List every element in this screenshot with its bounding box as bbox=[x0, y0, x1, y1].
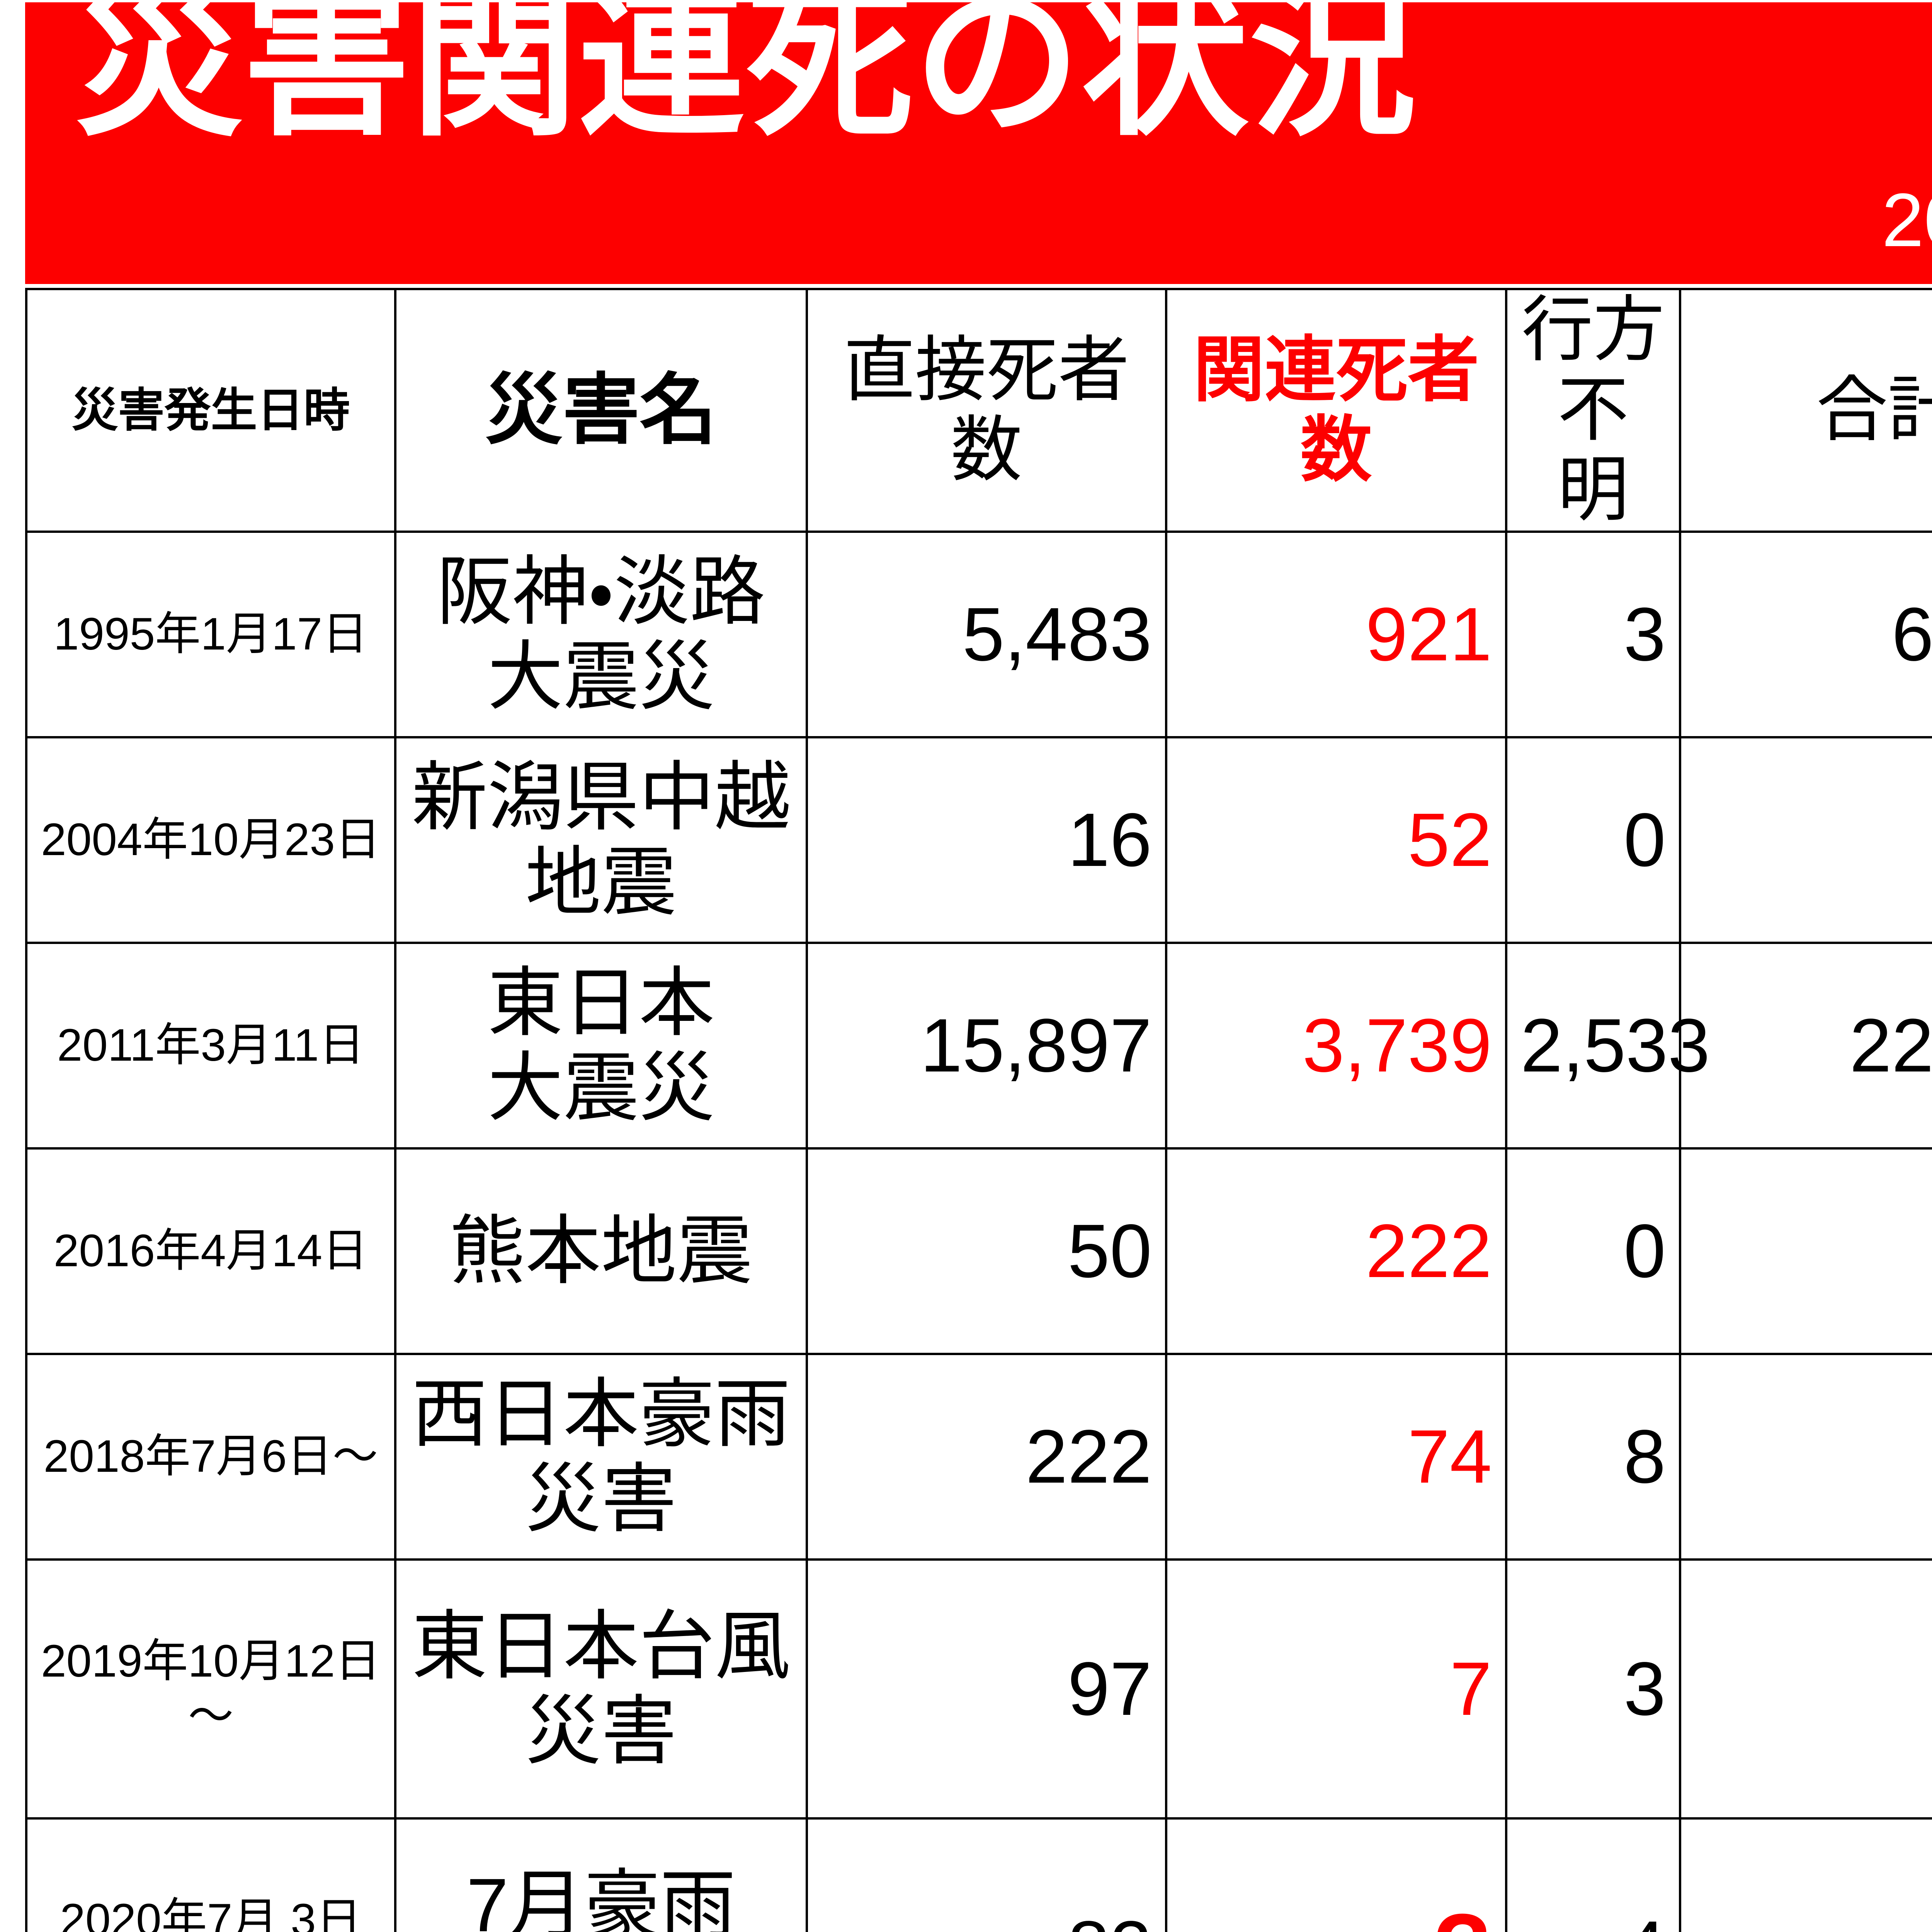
table-row: 1995年1月17日 阪神・淡路 大震災 5,483 921 3 6,407 1… bbox=[25, 530, 1932, 738]
cell-related-deaths: 52 bbox=[1165, 736, 1507, 944]
column-header-direct-deaths-line1: 直接死者 bbox=[844, 330, 1129, 410]
cell-date-line2: ～ bbox=[188, 1690, 234, 1742]
cell-direct-deaths: 16 bbox=[806, 736, 1167, 944]
table-row: 2011年3月11日 東日本 大震災 15,897 3,739 2,533 22… bbox=[25, 941, 1932, 1150]
table-row: 2004年10月23日 新潟県中越 地震 16 52 0 68 76.5% bbox=[25, 736, 1932, 944]
cell-disaster-name-line2: 災害 bbox=[525, 1689, 677, 1774]
page-title: 災害関連死の状況 bbox=[75, 0, 1417, 155]
cell-related-deaths: 222 bbox=[1165, 1147, 1507, 1355]
cell-missing: 2,533 bbox=[1505, 941, 1710, 1150]
disaster-table-wrapper: 災害発生日時 災害名 直接死者 数 関連死者 数 行方不 bbox=[25, 288, 1932, 1932]
as-of-date-label: 2020年8月8日現在 bbox=[1881, 178, 1932, 262]
cell-disaster-name-line2: 大震災 bbox=[487, 1045, 715, 1130]
cell-disaster-name-line1: 熊本地震 bbox=[449, 1208, 753, 1293]
cell-date: 2018年7月6日～ bbox=[25, 1352, 396, 1561]
cell-disaster-name: 熊本地震 bbox=[394, 1147, 808, 1355]
column-header-related-deaths: 関連死者 数 bbox=[1165, 288, 1507, 533]
column-header-direct-deaths-line2: 数 bbox=[951, 410, 1022, 490]
cell-disaster-name-line1: 東日本台風 bbox=[412, 1604, 791, 1689]
cell-direct-deaths: 5,483 bbox=[806, 530, 1167, 738]
cell-date-line1: 2018年7月6日～ bbox=[43, 1430, 378, 1482]
cell-date: 2019年10月12日 ～ bbox=[25, 1558, 396, 1820]
cell-disaster-name-line2: 災害 bbox=[525, 1456, 677, 1541]
column-header-total-text: 合計 bbox=[1816, 370, 1932, 450]
cell-total: 272 bbox=[1679, 1147, 1932, 1355]
cell-date: 2004年10月23日 bbox=[25, 736, 396, 944]
cell-disaster-name: 7月豪雨 災害 bbox=[394, 1817, 808, 1932]
column-header-total: 合計 bbox=[1679, 288, 1932, 533]
column-header-date: 災害発生日時 bbox=[25, 288, 396, 533]
cell-related-deaths: 921 bbox=[1165, 530, 1507, 738]
cell-total: 22,169 bbox=[1679, 941, 1932, 1150]
cell-direct-deaths: 222 bbox=[806, 1352, 1167, 1561]
table-body: 1995年1月17日 阪神・淡路 大震災 5,483 921 3 6,407 1… bbox=[25, 530, 1932, 1932]
column-header-disaster-name: 災害名 bbox=[394, 288, 808, 533]
cell-date-line1: 1995年1月17日 bbox=[53, 608, 368, 660]
table-header-row: 災害発生日時 災害名 直接死者 数 関連死者 数 行方不 bbox=[25, 288, 1932, 533]
table-row: 2020年7月 3日～ 7月豪雨 災害 82 ? 4 86 ? bbox=[25, 1817, 1932, 1932]
column-header-related-deaths-line2: 数 bbox=[1300, 410, 1372, 490]
cell-disaster-name-line1: 東日本 bbox=[487, 961, 715, 1046]
table-row: 2016年4月14日 熊本地震 50 222 0 272 81.6% bbox=[25, 1147, 1932, 1355]
cell-disaster-name-line1: 西日本豪雨 bbox=[412, 1372, 791, 1457]
table-row: 2018年7月6日～ 西日本豪雨 災害 222 74 8 304 24.3% bbox=[25, 1352, 1932, 1561]
column-header-disaster-name-text: 災害名 bbox=[485, 367, 717, 453]
cell-related-deaths: 3,739 bbox=[1165, 941, 1507, 1150]
header-banner: 災害関連死の状況 出典：消防庁他 2020年8月8日現在 bbox=[25, 0, 1932, 284]
cell-related-deaths: ? bbox=[1165, 1817, 1507, 1932]
cell-direct-deaths: 15,897 bbox=[806, 941, 1167, 1150]
cell-disaster-name: 西日本豪雨 災害 bbox=[394, 1352, 808, 1561]
cell-date: 2020年7月 3日～ bbox=[25, 1817, 396, 1932]
column-header-direct-deaths: 直接死者 数 bbox=[806, 288, 1167, 533]
cell-date-line1: 2019年10月12日 bbox=[41, 1635, 381, 1687]
cell-related-deaths: 7 bbox=[1165, 1558, 1507, 1820]
cell-direct-deaths: 82 bbox=[806, 1817, 1167, 1932]
cell-missing: 3 bbox=[1505, 1558, 1681, 1820]
cell-disaster-name: 東日本 大震災 bbox=[394, 941, 808, 1150]
table-row: 2019年10月12日 ～ 東日本台風 災害 97 7 3 107 6.7% bbox=[25, 1558, 1932, 1820]
cell-date-line1: 2016年4月14日 bbox=[53, 1225, 368, 1276]
column-header-missing-line1: 行方不 bbox=[1522, 290, 1665, 450]
cell-disaster-name-line1: 新潟県中越 bbox=[412, 755, 791, 840]
cell-direct-deaths: 50 bbox=[806, 1147, 1167, 1355]
cell-total: 304 bbox=[1679, 1352, 1932, 1561]
cell-missing: 0 bbox=[1505, 736, 1681, 944]
disaster-table: 災害発生日時 災害名 直接死者 数 関連死者 数 行方不 bbox=[25, 288, 1932, 1932]
column-header-missing-line2: 明 bbox=[1557, 450, 1629, 530]
cell-total: 107 bbox=[1679, 1558, 1932, 1820]
cell-total: 86 bbox=[1679, 1817, 1932, 1932]
cell-disaster-name-line1: 7月豪雨 bbox=[466, 1863, 736, 1932]
cell-date: 1995年1月17日 bbox=[25, 530, 396, 738]
cell-related-deaths: 74 bbox=[1165, 1352, 1507, 1561]
cell-direct-deaths: 97 bbox=[806, 1558, 1167, 1820]
cell-disaster-name-line2: 地震 bbox=[525, 840, 677, 925]
column-header-related-deaths-line1: 関連死者 bbox=[1193, 330, 1479, 410]
cell-total: 6,407 bbox=[1679, 530, 1932, 738]
cell-missing: 3 bbox=[1505, 530, 1681, 738]
cell-date-line1: 2020年7月 3日～ bbox=[60, 1894, 362, 1932]
column-header-date-text: 災害発生日時 bbox=[71, 384, 350, 436]
cell-disaster-name: 阪神・淡路 大震災 bbox=[394, 530, 808, 738]
cell-missing: 8 bbox=[1505, 1352, 1681, 1561]
cell-date: 2011年3月11日 bbox=[25, 941, 396, 1150]
cell-disaster-name-line1: 阪神・淡路 bbox=[437, 549, 765, 634]
cell-disaster-name: 東日本台風 災害 bbox=[394, 1558, 808, 1820]
cell-disaster-name: 新潟県中越 地震 bbox=[394, 736, 808, 944]
cell-missing: 4 bbox=[1505, 1817, 1681, 1932]
cell-date: 2016年4月14日 bbox=[25, 1147, 396, 1355]
cell-total: 68 bbox=[1679, 736, 1932, 944]
column-header-missing: 行方不 明 bbox=[1505, 288, 1681, 533]
cell-date-line1: 2004年10月23日 bbox=[41, 814, 381, 865]
cell-disaster-name-line2: 大震災 bbox=[487, 634, 715, 719]
cell-missing: 0 bbox=[1505, 1147, 1681, 1355]
cell-date-line1: 2011年3月11日 bbox=[57, 1019, 365, 1071]
